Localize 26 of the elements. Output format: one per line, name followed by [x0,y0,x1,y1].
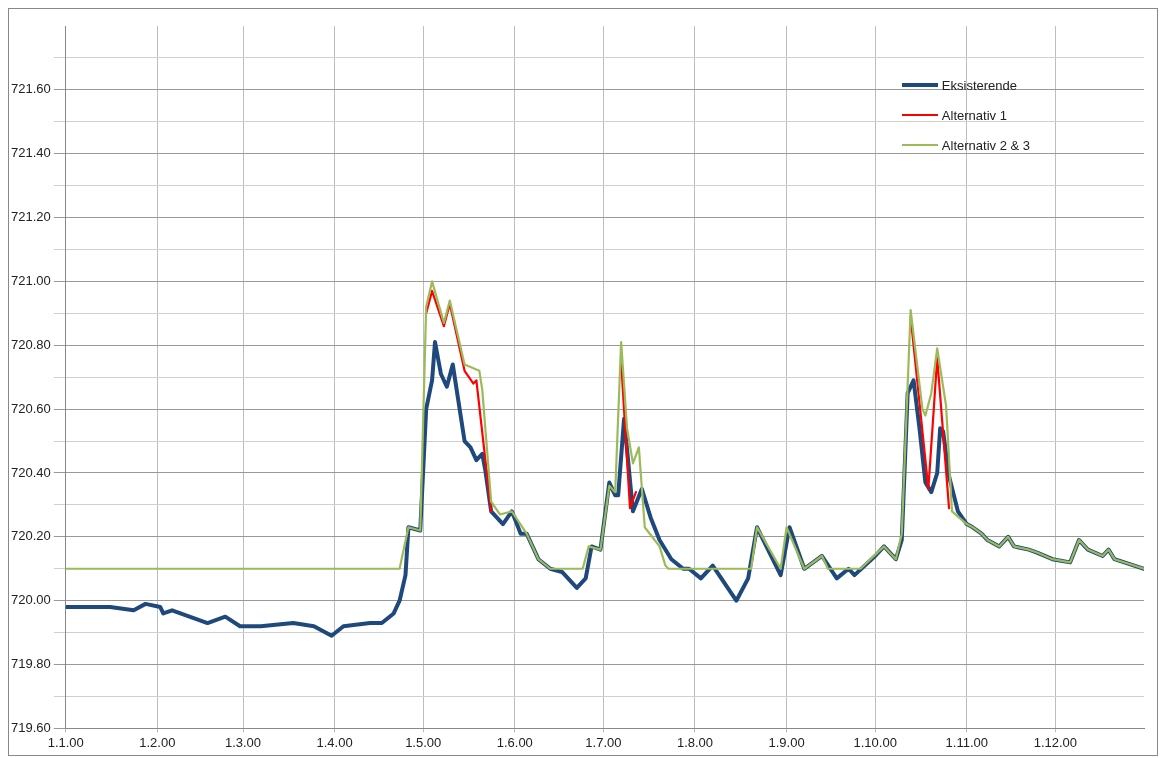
y-tick-label: 721.00 [11,273,51,288]
x-tick-label: 1.12.00 [1033,734,1078,750]
y-tick-label: 721.40 [11,145,51,161]
x-tick-label: 1.9.00 [768,734,805,750]
legend-label: Alternativ 1 [941,107,1007,123]
x-tick-label: 1.1.00 [47,734,84,750]
y-tick-label: 721.60 [11,81,51,97]
y-tick-label: 720.00 [11,592,51,608]
x-tick-label: 1.11.00 [945,734,988,750]
x-tick-label: 1.5.00 [405,734,442,750]
y-tick-label: 720.20 [11,528,51,544]
x-tick-label: 1.7.00 [585,734,622,750]
x-tick-label: 1.6.00 [496,734,533,750]
y-tick-label: 720.60 [11,400,51,416]
legend-label: Eksisterende [941,77,1017,93]
y-tick-label: 719.80 [11,656,51,672]
y-tick-label: 719.60 [11,719,51,735]
x-tick-label: 1.4.00 [316,734,353,750]
y-tick-label: 721.20 [11,209,51,225]
y-tick-label: 720.40 [11,464,51,480]
x-tick-label: 1.10.00 [853,734,897,750]
legend-label: Alternativ 2 & 3 [941,137,1030,153]
x-tick-label: 1.2.00 [139,734,176,750]
x-tick-label: 1.3.00 [224,734,262,750]
y-tick-label: 720.80 [11,336,51,352]
x-tick-label: 1.8.00 [676,734,714,750]
